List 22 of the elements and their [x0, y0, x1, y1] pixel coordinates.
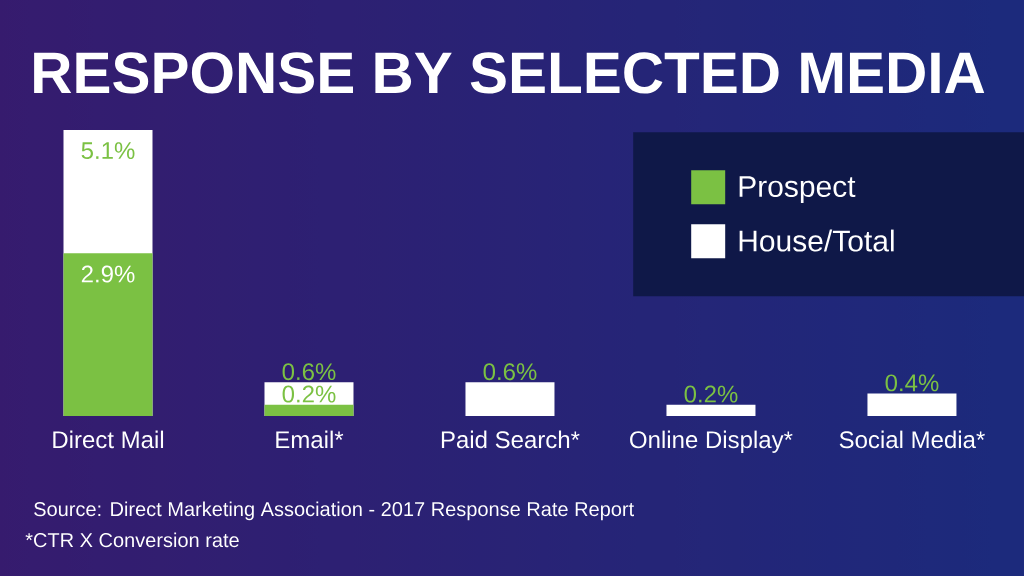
- x-tick-label: Paid Search*: [441, 430, 580, 449]
- bar: [63, 253, 153, 416]
- x-tick-label: Online Display*: [630, 430, 793, 453]
- legend-label: Prospect: [739, 176, 856, 203]
- x-tick-label: Direct Mail: [53, 430, 164, 449]
- chart-title: RESPONSE BY SELECTED MEDIA: [34, 52, 985, 94]
- data-label: 0.6%: [483, 363, 537, 381]
- data-label: 0.6%: [282, 363, 336, 381]
- data-label: 5.1%: [81, 142, 135, 160]
- bar: [666, 404, 756, 416]
- bar: [867, 393, 957, 416]
- data-label: 0.2%: [282, 385, 336, 403]
- x-tick-label: Social Media*: [839, 430, 985, 449]
- data-label: 0.2%: [684, 385, 738, 403]
- legend-label: House/Total: [739, 229, 894, 252]
- data-label: 2.9%: [81, 265, 135, 283]
- x-tick-label: Email*: [276, 430, 344, 449]
- text: *CTR X Conversion rate: [25, 532, 239, 548]
- source-note: Source: Direct Marketing Association - 2017 Response Rate Report: [34, 501, 634, 521]
- bar: [264, 404, 354, 416]
- data-label: 0.4%: [885, 374, 939, 392]
- bar: [465, 382, 555, 416]
